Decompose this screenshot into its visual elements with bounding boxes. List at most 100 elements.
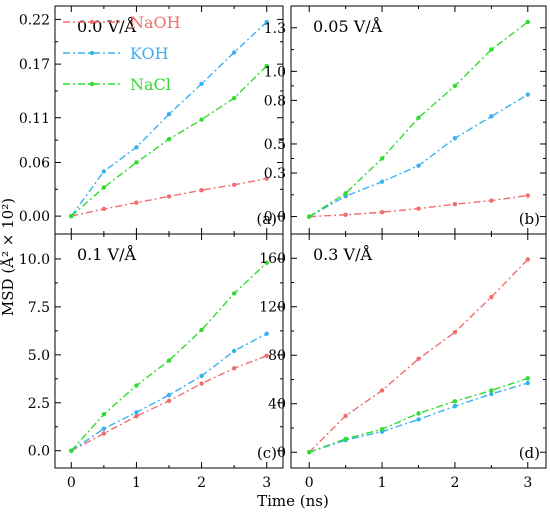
y-tick-label: 80 xyxy=(268,348,286,364)
data-point-naoh xyxy=(452,330,458,335)
data-point-naoh xyxy=(199,381,204,386)
data-point-nacl xyxy=(264,63,269,69)
data-point-koh xyxy=(199,81,204,86)
data-point-naoh xyxy=(264,176,269,181)
data-point-naoh xyxy=(166,194,172,199)
data-point-nacl xyxy=(452,83,458,89)
data-point-koh xyxy=(452,403,458,409)
field-annotation: 0.3 V/Å xyxy=(313,244,372,264)
y-tick-label: 0.3 xyxy=(264,166,286,182)
x-tick-label: 2 xyxy=(197,475,206,491)
data-point-naoh xyxy=(264,353,269,358)
panel-b: 0.0 0.3 0.5 0.8 1.0 1.3 0.05 V/Å (b) xyxy=(264,5,547,235)
panel-label: (d) xyxy=(519,444,540,462)
y-tick-label: 0.11 xyxy=(19,111,50,127)
y-tick-label: 0.22 xyxy=(19,12,50,28)
y-tick-label: 0 xyxy=(277,445,286,461)
data-point-nacl xyxy=(166,137,172,142)
series-line-naoh xyxy=(309,194,528,218)
y-tick-label: 10.0 xyxy=(19,252,50,268)
data-point-koh xyxy=(416,163,421,168)
data-point-nacl xyxy=(101,185,107,190)
data-point-naoh xyxy=(343,413,348,419)
data-point-naoh xyxy=(452,202,458,207)
data-point-nacl xyxy=(166,358,172,363)
data-point-nacl xyxy=(134,160,139,165)
x-tick-label: 1 xyxy=(132,475,141,491)
legend-label-naoh: NaOH xyxy=(130,13,181,32)
legend-marker-nacl xyxy=(89,81,95,87)
data-point-koh xyxy=(416,417,421,422)
chart-panels: 0.000.060.110.170.22 0.0 V/Å(a)NaOHKOHNaC… xyxy=(19,5,547,491)
data-point-koh xyxy=(231,348,237,354)
field-annotation: 0.05 V/Å xyxy=(313,16,383,36)
data-point-nacl xyxy=(489,47,494,52)
data-point-nacl xyxy=(379,156,385,161)
data-point-nacl xyxy=(199,117,204,122)
data-point-nacl xyxy=(343,436,348,442)
data-point-naoh xyxy=(101,431,107,436)
data-point-nacl xyxy=(69,213,74,219)
legend-marker-naoh xyxy=(89,19,95,25)
data-point-naoh xyxy=(231,366,237,371)
x-tick-label: 3 xyxy=(523,475,532,491)
x-tick-label: 1 xyxy=(378,475,387,491)
field-annotation: 0.1 V/Å xyxy=(77,244,136,264)
x-tick-label: 3 xyxy=(262,475,271,491)
y-tick-label: 0.17 xyxy=(19,57,50,73)
y-tick-label: 2.5 xyxy=(28,396,50,412)
data-point-nacl xyxy=(134,383,139,388)
panel-a: 0.00 0.06 0.11 0.17 0.22 0.0 V/Å (a) NaOH KOH NaC… xyxy=(19,5,284,235)
data-point-nacl xyxy=(343,191,348,196)
data-point-koh xyxy=(101,169,107,174)
data-point-nacl xyxy=(452,399,458,404)
x-tick-label: 2 xyxy=(450,475,459,491)
data-point-naoh xyxy=(134,200,139,205)
data-point-nacl xyxy=(264,260,269,265)
data-point-nacl xyxy=(231,291,237,296)
x-tick-label: 0 xyxy=(67,475,76,491)
panel-frame xyxy=(290,233,547,469)
y-tick-label: 5.0 xyxy=(28,348,50,364)
data-point-koh xyxy=(101,426,107,431)
y-tick-label: 0.8 xyxy=(264,93,286,109)
data-point-nacl xyxy=(199,327,204,333)
data-point-nacl xyxy=(379,427,385,432)
y-tick-label: 0.0 xyxy=(264,210,286,226)
data-point-koh xyxy=(264,331,269,336)
series-line-naoh xyxy=(308,259,529,453)
panel-label: (a) xyxy=(256,210,277,228)
data-point-koh xyxy=(199,373,204,379)
data-point-naoh xyxy=(489,198,494,203)
data-point-naoh xyxy=(231,182,237,188)
y-tick-label: 160 xyxy=(259,251,286,267)
data-point-naoh xyxy=(101,206,107,212)
data-point-naoh xyxy=(134,414,139,419)
data-point-nacl xyxy=(525,376,530,381)
series-line-naoh xyxy=(70,355,267,452)
data-point-koh xyxy=(489,391,494,397)
legend-marker-koh xyxy=(89,50,95,56)
series-line-koh xyxy=(70,333,268,452)
data-point-nacl xyxy=(69,448,74,453)
data-point-naoh xyxy=(525,257,530,262)
data-point-koh xyxy=(452,135,458,141)
data-point-koh xyxy=(525,92,530,97)
y-tick-label: 120 xyxy=(259,300,286,316)
y-axis-label: MSD (Å² × 10²) xyxy=(0,198,17,316)
series-line-koh xyxy=(308,93,529,218)
data-point-nacl xyxy=(525,19,530,25)
legend-label-koh: KOH xyxy=(130,44,169,63)
data-point-koh xyxy=(166,111,172,117)
data-point-naoh xyxy=(416,356,421,362)
data-point-koh xyxy=(264,19,269,25)
x-axis-label: Time (ns) xyxy=(257,492,329,510)
panel-d: 0 40 80 120 160 0 1 2 3 0.3 V/Å (d) xyxy=(259,233,547,491)
data-point-koh xyxy=(134,410,139,415)
data-point-nacl xyxy=(489,388,494,393)
data-point-koh xyxy=(231,50,237,55)
data-point-naoh xyxy=(343,212,348,218)
y-tick-label: 0.0 xyxy=(28,444,50,460)
x-tick-label: 0 xyxy=(305,475,314,491)
